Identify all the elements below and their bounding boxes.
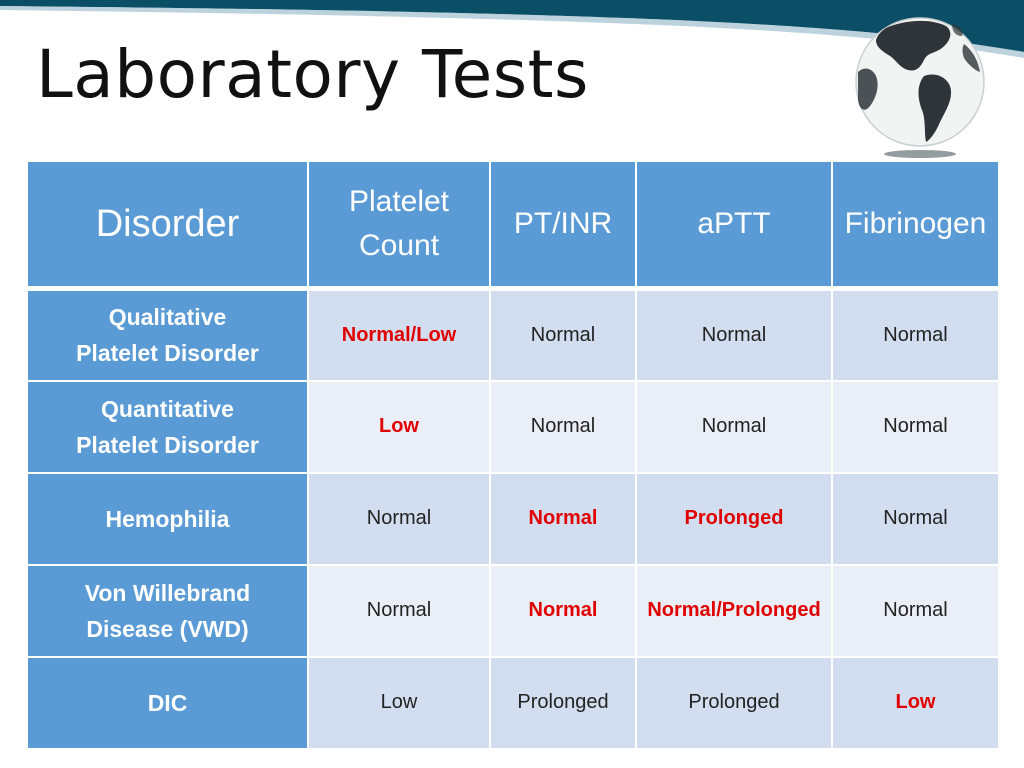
- table-row: Hemophilia Normal Normal Prolonged Norma…: [26, 471, 1000, 566]
- cell-platelet-count: Low: [307, 379, 491, 474]
- row-label-von-willebrand-disease: Von Willebrand Disease (VWD): [26, 563, 309, 658]
- cell-aptt: Normal: [635, 287, 833, 382]
- header-aptt: aPTT: [635, 160, 833, 291]
- table-row: DIC Low Prolonged Prolonged Low: [26, 655, 1000, 751]
- cell-fibrinogen: Normal: [831, 379, 1000, 474]
- table-row: Quantitative Platelet Disorder Low Norma…: [26, 379, 1000, 474]
- row-label-qualitative-platelet-disorder: Qualitative Platelet Disorder: [26, 287, 309, 382]
- row-label-hemophilia: Hemophilia: [26, 471, 309, 566]
- globe-icon: [855, 17, 985, 158]
- cell-platelet-count: Normal: [307, 563, 491, 658]
- cell-fibrinogen: Normal: [831, 287, 1000, 382]
- cell-pt-inr: Prolonged: [489, 655, 637, 751]
- cell-fibrinogen: Normal: [831, 471, 1000, 566]
- cell-aptt: Prolonged: [635, 471, 833, 566]
- header-disorder: Disorder: [26, 160, 309, 291]
- header-platelet-count: Platelet Count: [307, 160, 491, 291]
- lab-tests-table: Disorder Platelet Count PT/INR aPTT Fibr…: [26, 160, 1000, 751]
- cell-pt-inr: Normal: [489, 471, 637, 566]
- cell-fibrinogen: Normal: [831, 563, 1000, 658]
- header-fibrinogen: Fibrinogen: [831, 160, 1000, 291]
- cell-platelet-count: Normal/Low: [307, 287, 491, 382]
- cell-platelet-count: Low: [307, 655, 491, 751]
- cell-platelet-count: Normal: [307, 471, 491, 566]
- cell-aptt: Prolonged: [635, 655, 833, 751]
- table-row: Von Willebrand Disease (VWD) Normal Norm…: [26, 563, 1000, 658]
- row-label-quantitative-platelet-disorder: Quantitative Platelet Disorder: [26, 379, 309, 474]
- row-label-dic: DIC: [26, 655, 309, 751]
- header-band: [0, 0, 1024, 58]
- cell-pt-inr: Normal: [489, 287, 637, 382]
- cell-aptt: Normal/Prolonged: [635, 563, 833, 658]
- cell-pt-inr: Normal: [489, 563, 637, 658]
- header-pt-inr: PT/INR: [489, 160, 637, 291]
- slide-title: Laboratory Tests: [36, 36, 589, 113]
- cell-aptt: Normal: [635, 379, 833, 474]
- cell-fibrinogen: Low: [831, 655, 1000, 751]
- table-row: Qualitative Platelet Disorder Normal/Low…: [26, 287, 1000, 382]
- table-header-row: Disorder Platelet Count PT/INR aPTT Fibr…: [26, 160, 1000, 291]
- cell-pt-inr: Normal: [489, 379, 637, 474]
